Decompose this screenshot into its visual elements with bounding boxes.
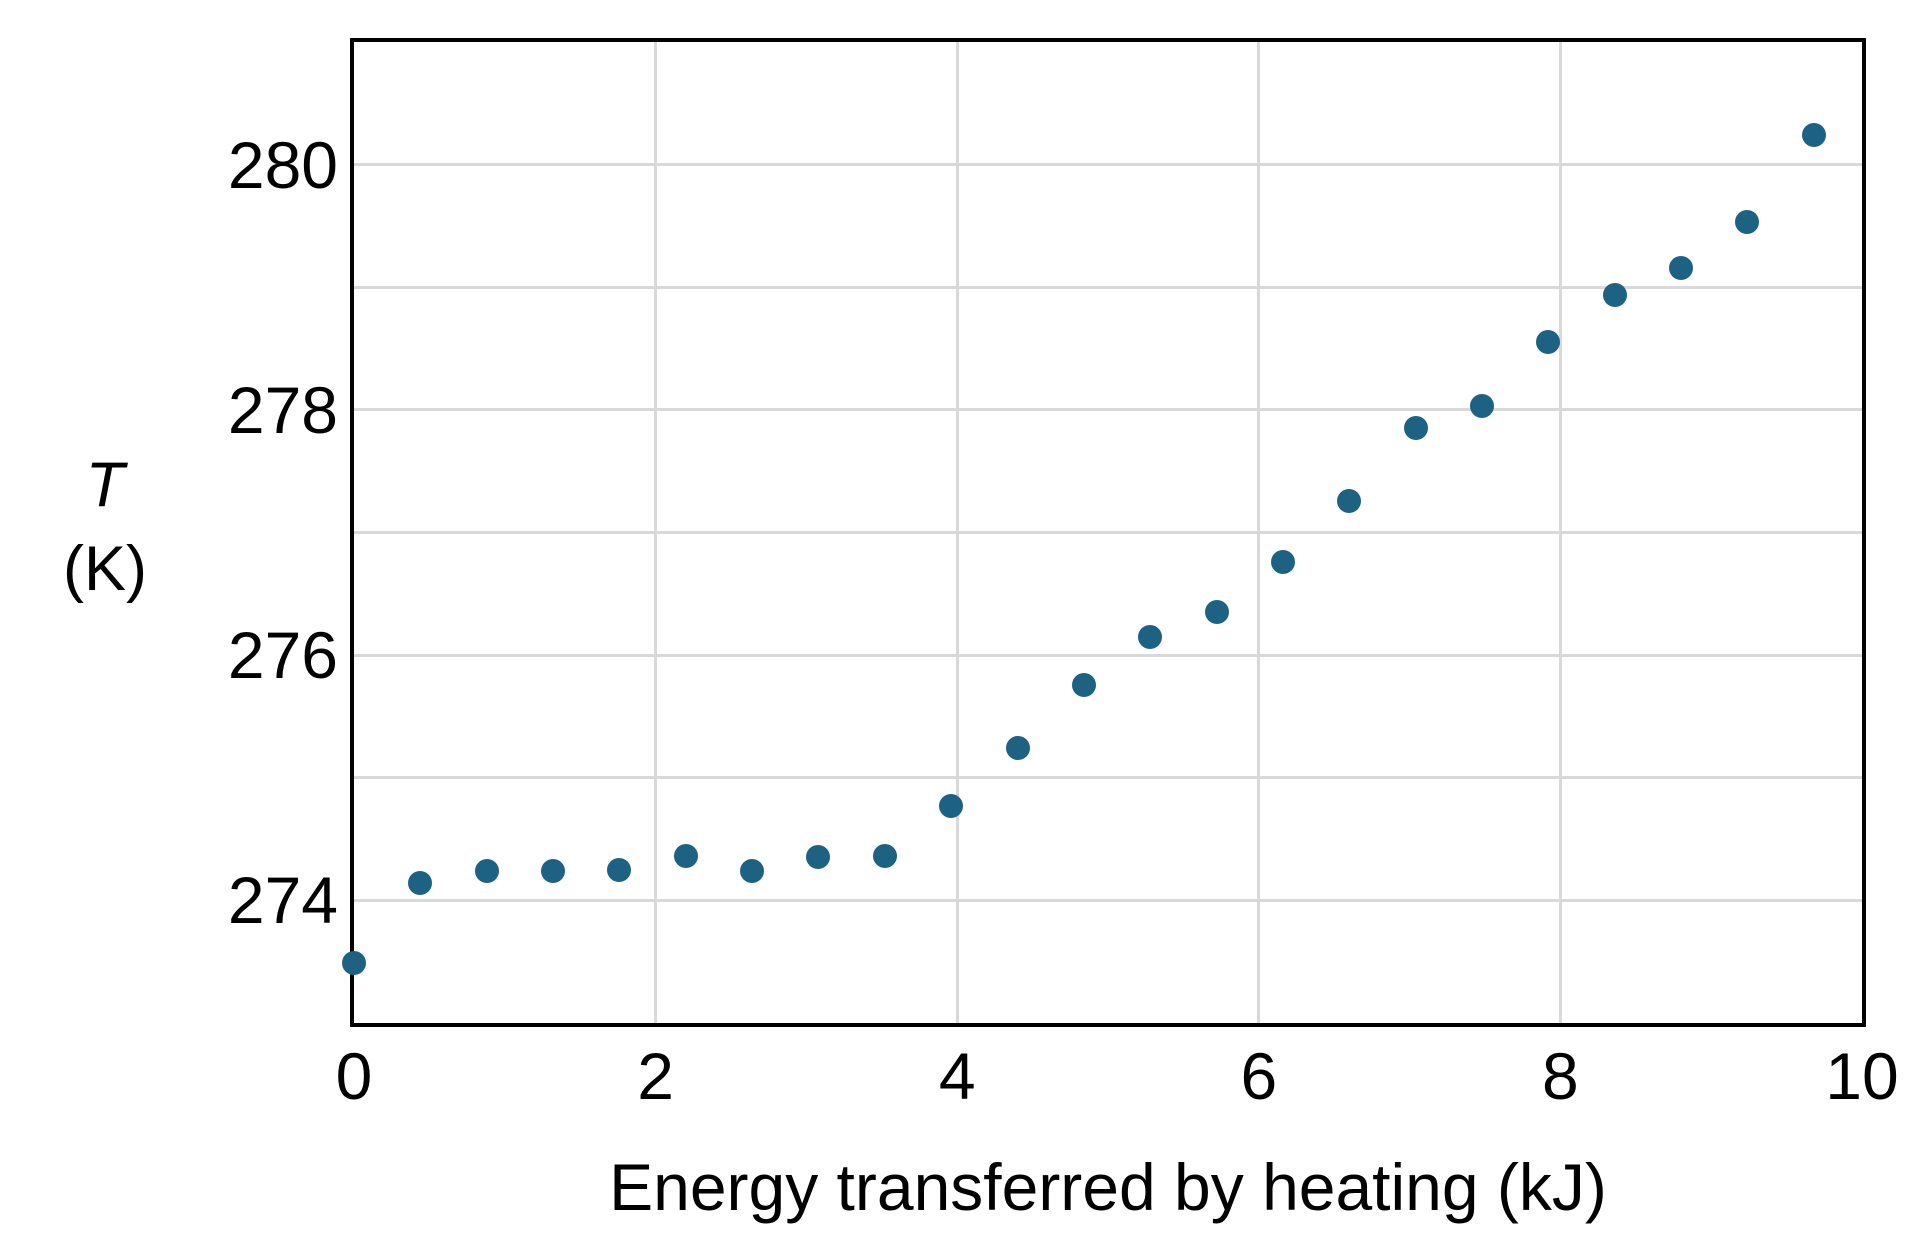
x-tick-label: 0 bbox=[335, 1039, 373, 1113]
data-point bbox=[474, 858, 499, 883]
data-point bbox=[1337, 488, 1362, 513]
y-gridline bbox=[354, 653, 1862, 657]
data-point bbox=[1669, 255, 1694, 280]
y-tick-label: 278 bbox=[227, 372, 338, 447]
x-tick-label: 4 bbox=[938, 1039, 976, 1113]
y-gridline bbox=[354, 285, 1862, 289]
plot-area bbox=[342, 38, 1866, 1027]
x-tick-label: 2 bbox=[637, 1039, 674, 1113]
x-gridline bbox=[1558, 42, 1562, 1023]
y-axis-label: T (K) bbox=[20, 443, 190, 611]
y-tick-label: 280 bbox=[227, 127, 338, 202]
x-tick-label: 10 bbox=[1825, 1039, 1899, 1113]
x-gridline bbox=[955, 42, 959, 1023]
data-point bbox=[806, 845, 831, 870]
data-point bbox=[1469, 394, 1494, 419]
data-point bbox=[1138, 624, 1163, 649]
data-point bbox=[1403, 416, 1428, 441]
data-point bbox=[607, 857, 632, 882]
y-tick-label: 276 bbox=[227, 618, 338, 693]
y-axis-label-unit: (K) bbox=[63, 534, 147, 604]
data-point bbox=[1204, 600, 1229, 625]
y-tick-label: 274 bbox=[227, 863, 338, 938]
data-point bbox=[1801, 123, 1826, 148]
data-point bbox=[1602, 282, 1627, 307]
data-point bbox=[1735, 210, 1760, 235]
data-point bbox=[1536, 330, 1561, 355]
y-gridline bbox=[354, 408, 1862, 412]
y-axis-label-symbol: T bbox=[85, 450, 125, 520]
x-gridline bbox=[1257, 42, 1261, 1023]
data-point bbox=[740, 858, 765, 883]
x-gridline bbox=[654, 42, 658, 1023]
data-point bbox=[408, 871, 433, 896]
y-gridline bbox=[354, 163, 1862, 167]
x-axis-label: Energy transferred by heating (kJ) bbox=[609, 1150, 1607, 1224]
y-gridline bbox=[354, 776, 1862, 780]
data-point bbox=[872, 844, 897, 869]
x-tick-label: 8 bbox=[1542, 1039, 1579, 1113]
data-point bbox=[1005, 736, 1030, 761]
data-point bbox=[1071, 672, 1096, 697]
data-point bbox=[1270, 549, 1295, 574]
data-point bbox=[541, 858, 566, 883]
y-gridline bbox=[354, 531, 1862, 534]
data-point bbox=[939, 793, 964, 818]
data-point bbox=[673, 844, 698, 869]
y-gridline bbox=[354, 898, 1862, 902]
data-point bbox=[342, 950, 366, 975]
x-tick-label: 6 bbox=[1240, 1039, 1278, 1113]
